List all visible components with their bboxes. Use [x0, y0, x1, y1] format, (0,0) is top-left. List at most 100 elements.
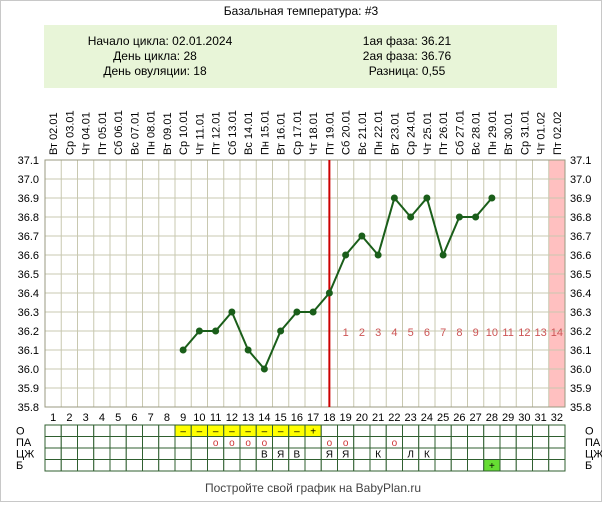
day-number: 12	[226, 412, 238, 424]
y-tick-label-left: 35.9	[18, 383, 39, 395]
luteal-day-label: 7	[440, 327, 446, 339]
temperature-line	[182, 195, 493, 371]
row-cell	[353, 459, 371, 472]
y-tick-label-right: 36.4	[570, 288, 591, 300]
row-cell-mark: –	[197, 427, 203, 438]
row-cell	[515, 424, 533, 437]
date-label: Вт 23.01	[389, 112, 401, 155]
row-cell	[60, 424, 78, 437]
luteal-day-label: 4	[391, 327, 397, 339]
row-cell	[125, 424, 143, 437]
day-number: 22	[388, 412, 400, 424]
luteal-day-label: 3	[375, 327, 381, 339]
date-label: Пт 26.01	[438, 111, 450, 155]
day-number: 30	[518, 412, 530, 424]
row-cell	[288, 436, 306, 449]
row-cell	[174, 436, 192, 449]
luteal-day-label: 11	[502, 327, 513, 339]
temperature-point	[342, 251, 350, 259]
row-cell	[369, 424, 387, 437]
temperature-point	[260, 365, 268, 373]
day-number: 16	[291, 412, 303, 424]
row-label-left: ПА	[16, 437, 32, 449]
row-cell-mark: –	[245, 427, 251, 438]
date-label: Чт 04.01	[81, 112, 93, 155]
row-cell	[93, 459, 111, 472]
date-label: Ср 31.01	[519, 110, 531, 155]
date-label: Пт 05.01	[97, 111, 109, 155]
y-tick-label-right: 37.1	[570, 155, 591, 167]
row-cell-mark: –	[213, 427, 219, 438]
row-cell	[174, 447, 192, 460]
ovulation-day: День овуляции: 18	[103, 64, 207, 78]
row-cell-mark: –	[180, 427, 186, 438]
day-number: 9	[180, 412, 186, 424]
row-cell	[158, 424, 176, 437]
row-cell	[418, 436, 436, 449]
day-number: 32	[551, 412, 563, 424]
day-number: 15	[275, 412, 287, 424]
y-tick-label-right: 36.2	[570, 326, 591, 338]
temperature-point	[244, 346, 252, 354]
row-cell	[515, 447, 533, 460]
day-number: 17	[307, 412, 319, 424]
row-cell	[60, 447, 78, 460]
row-cell	[499, 424, 517, 437]
row-cell	[337, 424, 355, 437]
date-label: Сб 13.01	[227, 110, 239, 155]
temperature-point	[423, 194, 431, 202]
date-label: Вс 28.01	[471, 112, 483, 155]
row-cell	[125, 447, 143, 460]
luteal-day-label: 5	[408, 327, 414, 339]
temperature-point	[325, 289, 333, 297]
y-tick-label-right: 35.8	[570, 402, 591, 414]
row-cell	[142, 424, 160, 437]
row-cell	[353, 436, 371, 449]
temperature-point	[407, 213, 415, 221]
row-cell	[548, 459, 566, 472]
row-cell	[499, 447, 517, 460]
row-cell-mark: о	[327, 438, 333, 449]
row-cell	[44, 447, 62, 460]
row-cell	[450, 424, 468, 437]
day-number: 13	[242, 412, 254, 424]
y-tick-label-right: 36.8	[570, 212, 591, 224]
row-cell	[434, 447, 452, 460]
row-cell	[385, 459, 403, 472]
row-cell-mark: о	[392, 438, 398, 449]
row-cell	[109, 459, 127, 472]
temperature-point	[179, 346, 187, 354]
y-tick-label-right: 36.1	[570, 345, 591, 357]
row-cell	[434, 424, 452, 437]
row-cell-mark: –	[294, 427, 300, 438]
date-label: Пт 02.02	[552, 111, 564, 155]
row-label-right: О	[585, 426, 594, 438]
date-label: Чт 18.01	[308, 112, 320, 155]
row-cell	[223, 459, 241, 472]
day-number: 27	[470, 412, 482, 424]
row-cell	[548, 424, 566, 437]
row-cell-mark: Я	[277, 450, 284, 461]
row-cell-mark: Я	[342, 450, 349, 461]
row-cell-mark: В	[294, 450, 301, 461]
row-cell	[77, 436, 95, 449]
row-cell	[142, 447, 160, 460]
date-label: Чт 25.01	[422, 112, 434, 155]
row-cell	[548, 447, 566, 460]
row-cell	[239, 459, 257, 472]
luteal-day-label: 6	[424, 327, 430, 339]
row-cell	[418, 424, 436, 437]
day-number: 24	[421, 412, 433, 424]
day-number: 2	[66, 412, 72, 424]
phase2: 2ая фаза: 36.76	[363, 49, 452, 63]
date-label: Ср 24.01	[406, 110, 418, 155]
day-number: 8	[164, 412, 170, 424]
row-cell	[418, 459, 436, 472]
y-tick-label-right: 36.9	[570, 193, 591, 205]
row-cell	[402, 424, 420, 437]
temperature-point	[488, 194, 496, 202]
row-cell	[142, 436, 160, 449]
date-label: Пн 29.01	[487, 110, 499, 155]
luteal-day-label: 1	[343, 327, 349, 339]
